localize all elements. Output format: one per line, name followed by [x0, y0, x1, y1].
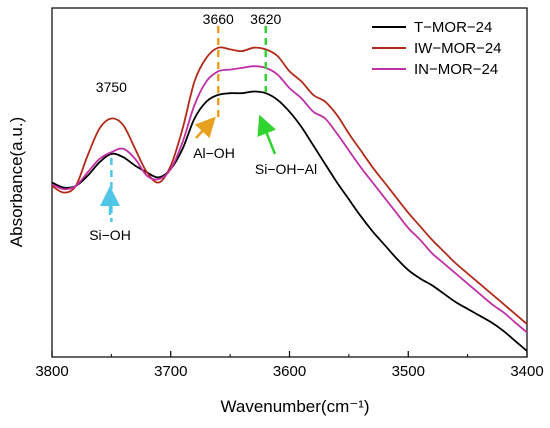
annotation-label: Si−OH	[89, 227, 131, 243]
peak-markers: 3750 3660 3620	[96, 11, 282, 222]
legend-label: IN−MOR−24	[414, 61, 498, 78]
annotation-arrow	[194, 116, 216, 139]
annotation-label: Al−OH	[193, 145, 235, 161]
y-axis-label: Absorbance(a.u.)	[7, 117, 26, 247]
x-tick-label: 3400	[510, 363, 543, 380]
x-tick-label: 3700	[154, 363, 187, 380]
legend-label: T−MOR−24	[414, 19, 492, 36]
peak-marker-label: 3620	[250, 11, 281, 27]
annotations: Si−OH Al−OH Si−OH−Al	[89, 114, 317, 243]
series-lines	[51, 46, 528, 352]
x-axis-ticks: 3800 3700 3600 3500 3400	[35, 351, 544, 380]
peak-marker-label: 3750	[96, 79, 127, 95]
peak-marker-label: 3660	[203, 11, 234, 27]
legend: T−MOR−24 IW−MOR−24 IN−MOR−24	[372, 19, 502, 78]
x-tick-label: 3800	[35, 363, 68, 380]
x-tick-label: 3500	[392, 363, 425, 380]
series-line-1	[51, 90, 528, 352]
series-line-2	[51, 46, 528, 325]
x-tick-label: 3600	[273, 363, 306, 380]
x-axis-label: Wavenumber(cm⁻¹)	[220, 397, 369, 416]
annotation-label: Si−OH−Al	[255, 161, 317, 177]
series-line-3	[51, 65, 528, 334]
legend-label: IW−MOR−24	[414, 40, 502, 57]
annotation-arrow	[257, 114, 277, 155]
